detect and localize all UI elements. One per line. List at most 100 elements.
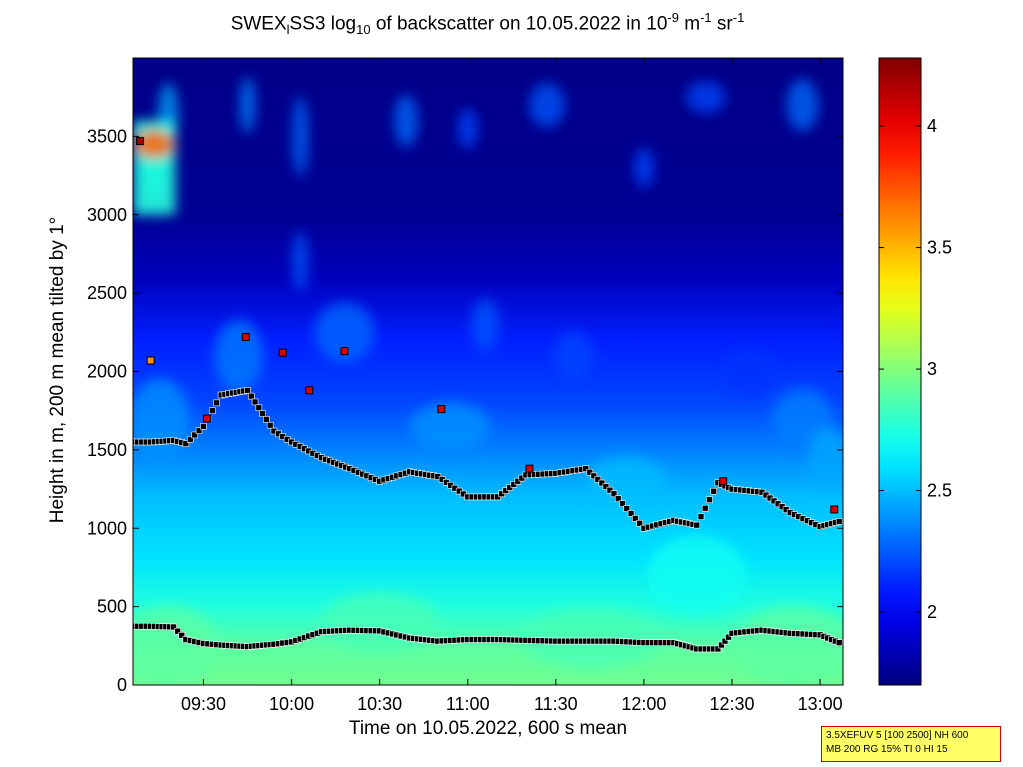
y-tick-label: 2500 (87, 283, 127, 303)
upper-layer-marker (244, 387, 251, 394)
upper-layer-marker (619, 500, 626, 507)
upper-layer-marker (590, 472, 598, 480)
upper-layer-marker (623, 505, 631, 512)
upper-layer-marker (693, 521, 701, 529)
heatmap-plot-area (133, 58, 843, 685)
upper-layer-marker (594, 476, 602, 483)
texture-patch (808, 427, 843, 488)
title-sup3: -1 (732, 10, 745, 25)
upper-layer-marker (263, 416, 270, 423)
upper-layer-marker (259, 410, 266, 417)
x-tick-label: 12:00 (621, 694, 666, 714)
lowest-layer-marker (178, 632, 186, 639)
upper-layer-marker (586, 468, 594, 476)
y-tick-label: 0 (117, 675, 127, 695)
upper-layer-marker (627, 510, 635, 517)
x-axis-label: Time on 10.05.2022, 600 s mean (348, 718, 628, 739)
title-sub1: l (286, 22, 290, 38)
colored-marker (241, 333, 250, 342)
upper-layer-marker (247, 392, 255, 400)
lowest-layer-marker (170, 623, 177, 631)
texture-patch (553, 331, 594, 380)
texture-patch (586, 457, 667, 506)
heatmap-texture (133, 77, 843, 685)
upper-layer-marker (602, 483, 610, 490)
lowest-layer-marker (718, 641, 725, 649)
title-part3: of backscatter on 10.05.2022 in 10 (370, 13, 668, 35)
texture-patch (529, 83, 566, 128)
texture-patch (786, 79, 819, 132)
upper-layer-marker (186, 435, 194, 443)
x-tick-label: 11:30 (534, 694, 578, 714)
lowest-layer-marker (174, 627, 181, 635)
upper-layer-marker (632, 515, 639, 522)
title-sup2: -1 (700, 10, 712, 25)
chart-title: SWEXlSS3 log10 of backscatter on 10.05.2… (0, 10, 975, 37)
title-sub2: 10 (356, 22, 371, 38)
colorbar-tick-label: 2.5 (927, 481, 952, 501)
texture-patch (239, 77, 256, 134)
texture-patch (292, 96, 309, 177)
colored-marker (202, 414, 211, 423)
lowest-layer-marker (714, 645, 722, 653)
aerosol-core (134, 130, 175, 159)
upper-layer-marker (636, 520, 643, 527)
y-tick-label: 1000 (87, 518, 127, 538)
texture-patch (314, 302, 375, 363)
colorbar-gradient (878, 57, 922, 686)
upper-layer-marker (598, 479, 606, 487)
colored-marker (136, 137, 145, 146)
colorbar: 2 2.5 3 3.5 4 (878, 57, 952, 686)
upper-layer-marker (606, 486, 614, 494)
upper-layer-marker (701, 504, 709, 512)
upper-layer-marker (208, 407, 216, 414)
lowest-layer-marker (835, 639, 843, 646)
upper-layer-marker (706, 496, 713, 504)
y-tick-label: 3500 (87, 126, 127, 146)
y-axis-label: Height in m, 200 m mean tilted by 1° (47, 216, 68, 524)
lowest-layer-marker (725, 633, 732, 641)
title-part4: m (678, 13, 701, 35)
y-tick-label: 500 (97, 597, 127, 617)
colored-marker (146, 356, 155, 365)
colored-marker (340, 347, 349, 356)
texture-patch (410, 402, 491, 451)
colorbar-tick-label: 3 (927, 359, 937, 379)
x-tick-label: 10:00 (269, 694, 314, 714)
x-tick-label: 09:30 (181, 694, 226, 714)
x-tick-label: 12:30 (709, 694, 754, 714)
colored-marker (437, 405, 446, 414)
upper-layer-marker (710, 487, 717, 495)
colorbar-tick-label: 3.5 (927, 238, 952, 258)
x-axis: 09:30 10:00 10:30 11:00 11:30 12:00 12:30 13:00 (181, 58, 843, 714)
texture-patch (723, 347, 776, 396)
texture-patch (457, 108, 478, 149)
info-line-1: 3.5XEFUV 5 [100 2500] NH 600 (826, 730, 969, 741)
texture-patch (633, 147, 654, 188)
y-tick-label: 3000 (87, 205, 127, 225)
texture-patch (733, 605, 843, 685)
settings-info-box: 3.5XEFUV 5 [100 2500] NH 600 MB 200 RG 1… (821, 726, 1001, 762)
upper-layer-marker (200, 423, 207, 430)
lowest-layer-marker (721, 637, 729, 645)
colorbar-tick-label: 2 (927, 602, 937, 622)
y-tick-label: 1500 (87, 440, 127, 460)
upper-layer-marker (251, 398, 259, 406)
info-line-2: MB 200 RG 15% TI 0 HI 15 (826, 744, 948, 755)
colored-marker (278, 348, 287, 357)
upper-layer-marker (255, 404, 263, 412)
upper-layer-marker (610, 490, 618, 498)
colored-marker (719, 477, 728, 486)
marker-points (136, 137, 839, 514)
x-tick-label: 13:00 (798, 694, 843, 714)
y-tick-label: 2000 (87, 362, 127, 382)
title-sup1: -9 (667, 10, 679, 25)
upper-layer-marker (266, 421, 274, 429)
x-tick-label: 10:30 (357, 694, 402, 714)
texture-patch (292, 231, 309, 292)
texture-patch (685, 81, 726, 114)
colored-marker (525, 464, 534, 473)
upper-layer-marker (182, 440, 190, 447)
upper-layer-marker (697, 513, 705, 520)
